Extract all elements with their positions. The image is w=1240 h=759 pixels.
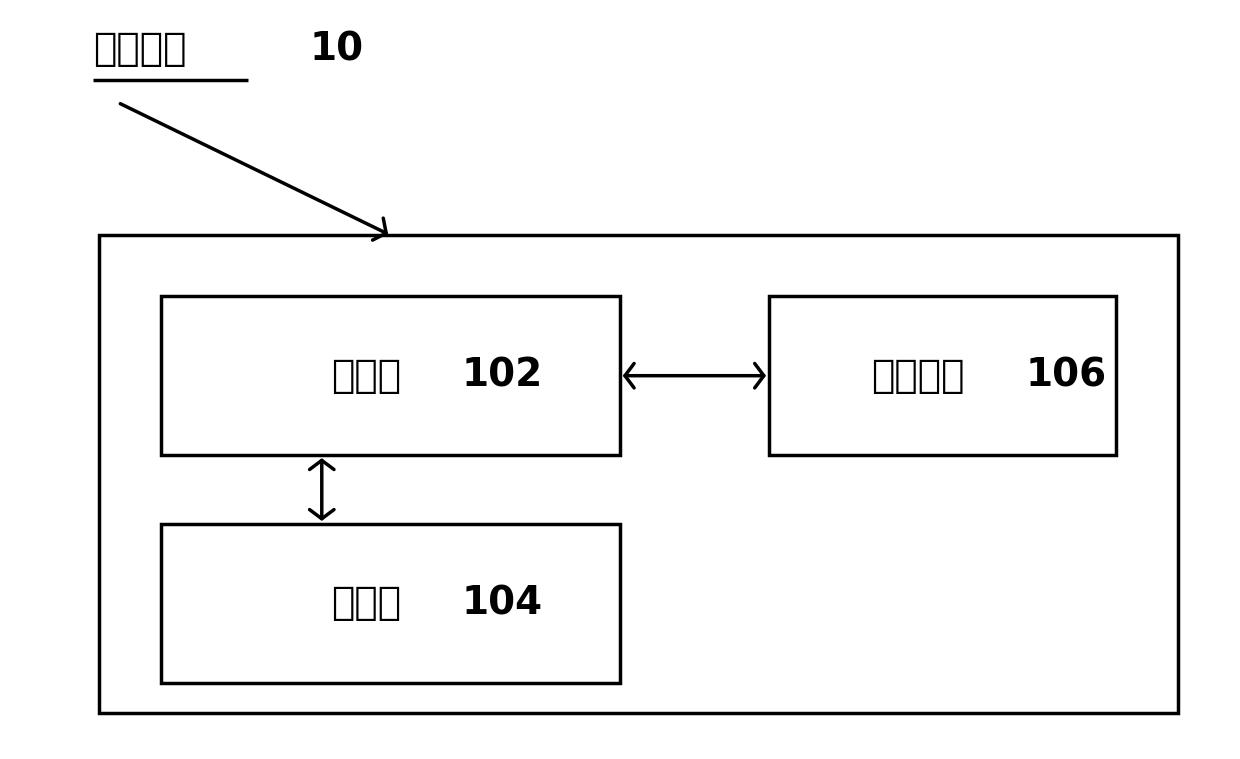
- Text: 传输装置: 传输装置: [870, 357, 965, 395]
- Text: 存储器: 存储器: [331, 584, 401, 622]
- Text: 10: 10: [310, 30, 365, 68]
- Bar: [161, 524, 620, 683]
- Text: 移动终端: 移动终端: [93, 30, 186, 68]
- Bar: [99, 235, 1178, 713]
- Text: 处理器: 处理器: [331, 357, 401, 395]
- Text: 106: 106: [1025, 357, 1107, 395]
- Text: 102: 102: [461, 357, 543, 395]
- Bar: [769, 296, 1116, 455]
- Text: 104: 104: [461, 584, 543, 622]
- Bar: [161, 296, 620, 455]
